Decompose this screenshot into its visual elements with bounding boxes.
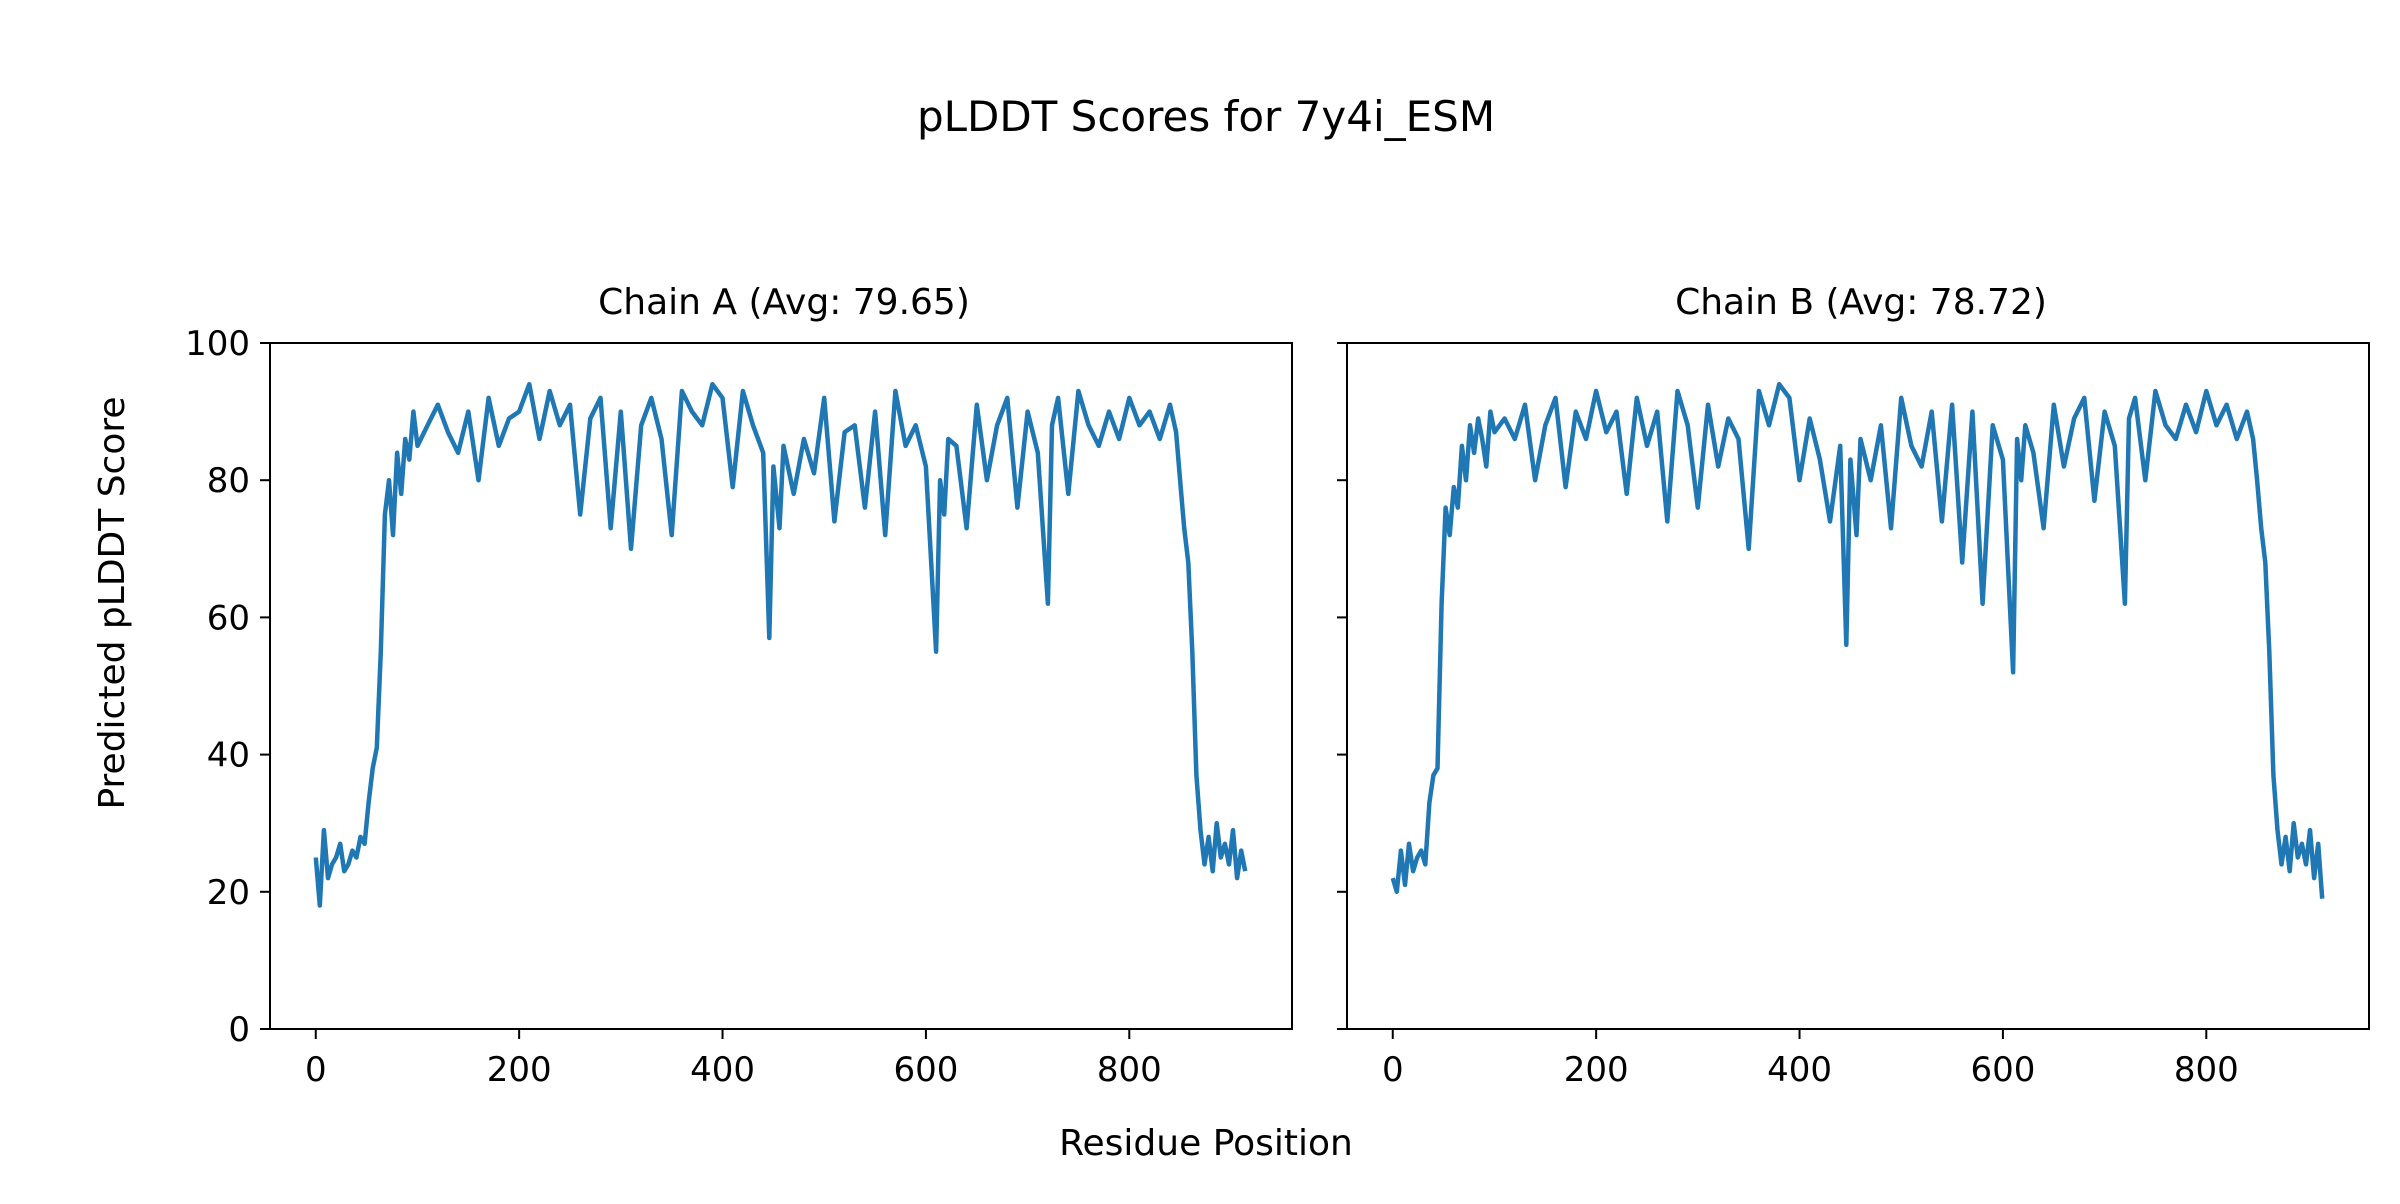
plot-frame: [269, 342, 1293, 1030]
panel-title-chain-a: Chain A (Avg: 79.65): [598, 282, 970, 323]
x-tick-label: 600: [893, 1050, 958, 1090]
panel-title-chain-b: Chain B (Avg: 78.72): [1675, 282, 2047, 323]
x-tick-label: 200: [487, 1050, 552, 1090]
x-tick-label: 800: [1097, 1050, 1162, 1090]
x-tick-label: 0: [1382, 1050, 1404, 1090]
plot-frame: [1346, 342, 2370, 1030]
y-tick-label: 0: [228, 1010, 250, 1050]
figure-xlabel: Residue Position: [1059, 1123, 1353, 1164]
x-tick-label: 400: [690, 1050, 755, 1090]
x-tick-label: 600: [1970, 1050, 2035, 1090]
panel-chain-a: Chain A (Avg: 79.65) 0 200 400 600 800 0 20 40 6…: [185, 282, 1293, 1090]
series-line: [1390, 381, 2325, 899]
x-tick-label: 400: [1767, 1050, 1832, 1090]
series-line: [313, 381, 1248, 908]
y-tick-label: 20: [207, 873, 250, 913]
figure-title: pLDDT Scores for 7y4i_ESM: [917, 92, 1495, 141]
y-tick-label: 100: [185, 324, 250, 364]
y-tick-label: 80: [207, 461, 250, 501]
x-tick-label: 0: [305, 1050, 327, 1090]
panel-chain-b: Chain B (Avg: 78.72) 0 200 400 600 800: [1337, 282, 2370, 1090]
y-tick-label: 40: [207, 736, 250, 776]
x-tick-label: 200: [1564, 1050, 1629, 1090]
figure-ylabel: Predicted pLDDT Score: [92, 396, 133, 809]
x-tick-label: 800: [2174, 1050, 2239, 1090]
y-tick-label: 60: [207, 598, 250, 638]
